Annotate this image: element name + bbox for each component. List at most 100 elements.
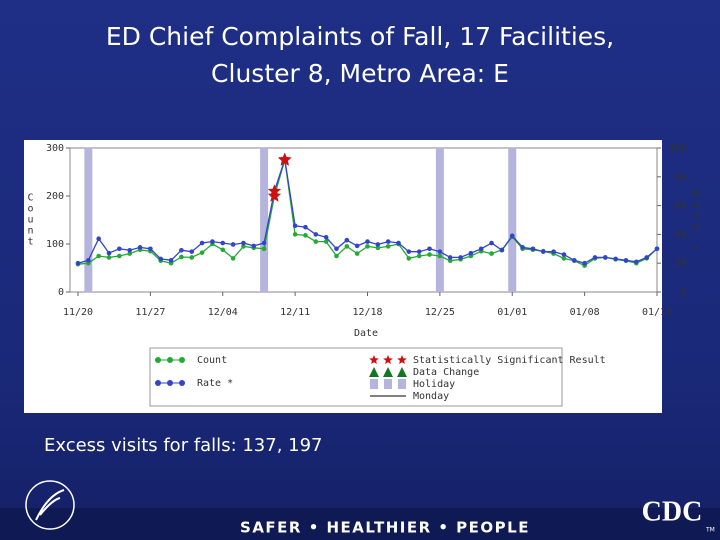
y2-tick-label: 80	[675, 172, 687, 183]
legend-symbol	[369, 355, 379, 364]
trademark: TM	[705, 527, 715, 534]
data-point	[613, 256, 618, 262]
data-point	[241, 240, 246, 246]
x-tick-label: 01/08	[570, 307, 600, 318]
data-point	[644, 255, 649, 260]
data-point	[468, 250, 474, 256]
data-point	[416, 249, 422, 254]
data-point	[437, 253, 443, 259]
data-point	[406, 256, 412, 261]
data-point	[354, 251, 360, 256]
y2-tick-label: 20	[675, 258, 687, 269]
legend-label: Monday	[413, 391, 449, 402]
data-point	[561, 252, 567, 257]
data-point	[127, 247, 132, 253]
data-point	[86, 258, 91, 263]
x-tick-label: 01/01	[497, 307, 527, 318]
logo: CDC	[642, 496, 703, 527]
data-point	[623, 258, 629, 263]
data-point	[634, 259, 639, 265]
data-point	[365, 239, 370, 244]
title-line: ED Chief Complaints of Fall, 17 Faciliti…	[106, 22, 614, 51]
data-point	[148, 246, 153, 252]
data-point	[592, 255, 598, 260]
legend-label: Holiday	[413, 379, 455, 390]
data-point	[137, 245, 143, 250]
x-tick-label: 12/11	[280, 307, 310, 318]
data-point	[375, 242, 381, 247]
data-point	[199, 250, 205, 255]
data-point	[117, 246, 122, 252]
x-tick-label: 11/27	[135, 307, 165, 318]
plot-frame	[69, 147, 658, 293]
data-point	[344, 244, 350, 249]
x-tick-label: 12/04	[208, 307, 238, 318]
data-point	[158, 256, 164, 262]
data-point	[489, 240, 494, 246]
y-tick-label: 200	[46, 191, 64, 202]
legend-symbol	[398, 379, 406, 389]
hhs-logo	[25, 480, 75, 530]
footer: SAFER • HEALTHIER • PEOPLE	[240, 519, 530, 537]
data-point	[478, 246, 484, 252]
legend-symbol	[383, 367, 393, 377]
y2-tick-label: 60	[675, 201, 687, 212]
y-tick-label: 100	[46, 239, 64, 250]
legend-symbol	[369, 367, 379, 377]
legend-symbol	[397, 355, 407, 364]
data-point	[117, 253, 122, 259]
data-point	[582, 260, 587, 266]
chart-panel	[24, 140, 662, 413]
footer-band	[0, 508, 720, 540]
legend-symbol	[167, 380, 173, 386]
data-point	[106, 255, 112, 260]
significance-star	[278, 152, 292, 166]
x-tick-label: 01/15	[642, 307, 672, 318]
data-point	[220, 247, 226, 253]
data-point	[292, 223, 298, 229]
data-point	[230, 256, 236, 261]
note: Excess visits for falls: 137, 197	[44, 435, 323, 456]
significance-star	[267, 184, 282, 197]
data-point	[447, 258, 453, 264]
data-point	[520, 245, 525, 250]
data-point	[313, 232, 319, 237]
data-point	[603, 255, 608, 260]
data-point	[189, 255, 195, 260]
data-point	[354, 243, 360, 249]
data-point	[127, 251, 132, 256]
data-point	[168, 258, 174, 263]
legend-symbol	[383, 355, 393, 364]
data-point	[189, 249, 195, 254]
data-point	[199, 240, 205, 246]
data-point	[427, 246, 432, 252]
y-axis-label: Count	[25, 193, 36, 248]
data-point	[220, 240, 226, 246]
data-point	[96, 236, 101, 242]
data-point	[106, 250, 112, 256]
y2-tick-label: 0	[681, 287, 687, 298]
data-point	[489, 251, 494, 256]
data-point	[385, 239, 391, 244]
x-tick-label: 12/25	[425, 307, 455, 318]
data-point	[654, 246, 660, 252]
data-point	[530, 246, 536, 252]
data-point	[96, 253, 101, 259]
y-tick-label: 300	[46, 143, 64, 154]
data-point	[406, 249, 412, 254]
y2-tick-label: 100	[669, 143, 687, 154]
data-point	[540, 249, 546, 254]
data-point	[303, 224, 308, 230]
data-point	[261, 246, 267, 252]
holiday-band	[260, 148, 269, 292]
data-point	[179, 254, 184, 260]
significance-star	[267, 189, 282, 202]
legend-label: Rate *	[197, 378, 233, 389]
legend-frame	[149, 347, 563, 407]
legend-symbol	[167, 357, 173, 363]
data-point	[385, 244, 391, 249]
data-point	[427, 252, 432, 257]
data-point	[303, 233, 308, 238]
